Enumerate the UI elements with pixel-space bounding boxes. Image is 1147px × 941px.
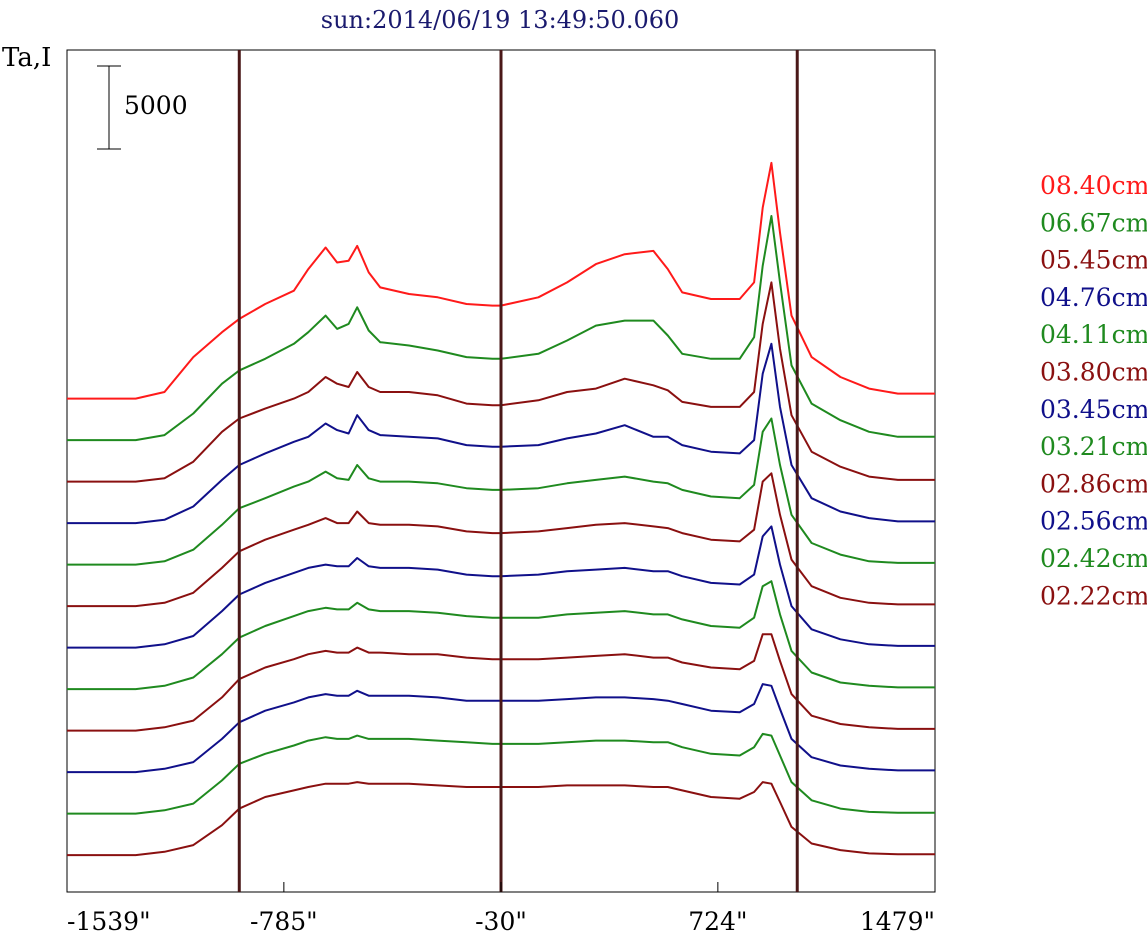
legend-item: 08.40cm (1040, 171, 1147, 200)
legend-item: 02.56cm (1040, 507, 1147, 536)
x-tick-label: 724" (688, 907, 747, 936)
legend-item: 02.22cm (1040, 581, 1147, 610)
legend: 08.40cm 06.67cm 05.45cm 04.76cm 04.11cm 03.80… (1040, 171, 1147, 610)
legend-item: 05.45cm (1040, 246, 1147, 275)
legend-item: 03.45cm (1040, 395, 1147, 424)
x-tick-label: 1479" (860, 907, 935, 936)
scale-bar (97, 65, 121, 150)
scale-bar-label: 5000 (124, 91, 188, 120)
x-tick-label: -30" (475, 907, 527, 936)
vertical-lines (237, 50, 799, 892)
legend-item: 04.11cm (1040, 320, 1147, 349)
chart-title: sun:2014/06/19 13:49:50.060 (321, 6, 680, 34)
x-tick-label: -785" (250, 907, 318, 936)
x-axis-ticks: -1539" -785" -30" 724" 1479" (66, 882, 936, 936)
legend-item: 02.42cm (1040, 544, 1147, 573)
legend-item: 03.21cm (1040, 432, 1147, 461)
legend-item: 03.80cm (1040, 358, 1147, 387)
y-axis-label: Ta,I (2, 43, 51, 73)
legend-item: 06.67cm (1040, 208, 1147, 237)
legend-item: 04.76cm (1040, 283, 1147, 312)
legend-item: 02.86cm (1040, 469, 1147, 498)
x-tick-label: -1539" (67, 907, 151, 936)
